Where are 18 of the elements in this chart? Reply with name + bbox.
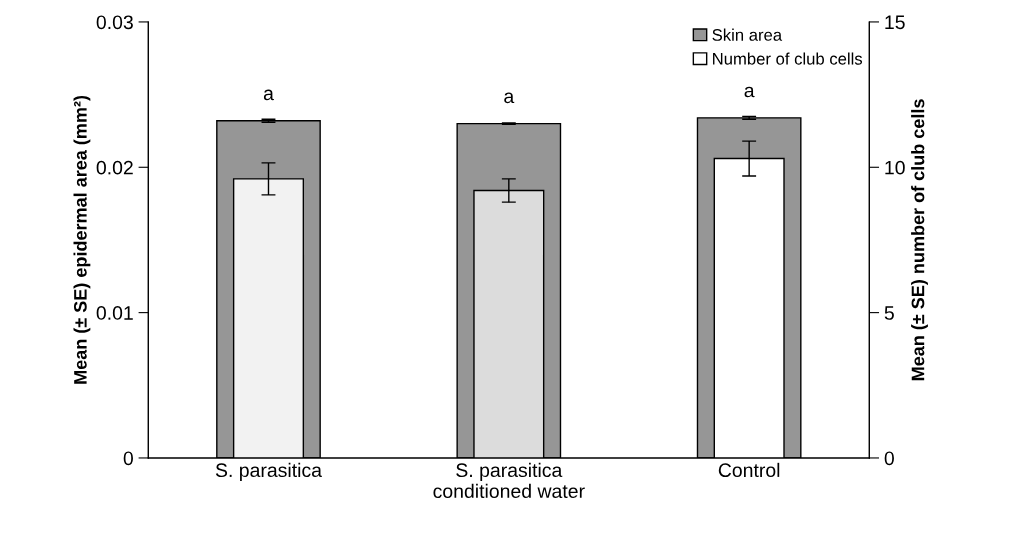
y2-tick-label: 0 xyxy=(884,451,894,466)
legend-label: Number of club cells xyxy=(713,52,863,65)
y-tick-label: 0.02 xyxy=(96,160,133,175)
y2-tick-label: 10 xyxy=(885,160,905,175)
y-tick-label: 0.01 xyxy=(96,306,133,320)
y-tick-label: 0 xyxy=(123,451,133,466)
y-tick-label: 0.03 xyxy=(96,15,133,30)
y2-axis-title: Mean (± SE) number of club cells xyxy=(911,99,928,381)
annotation: a xyxy=(744,86,755,98)
x-tick-label: Control xyxy=(718,462,780,478)
y2-tick-label: 5 xyxy=(884,306,894,320)
y2-tick-label: 15 xyxy=(885,15,905,30)
x-tick-label: S. parasitica xyxy=(215,462,322,481)
legend-label: Skin area xyxy=(712,28,783,41)
annotation: a xyxy=(504,92,515,104)
y-axis-title: Mean (± SE) epidermal area (mm²) xyxy=(73,95,91,384)
x-tick-label: S. parasitica conditioned water xyxy=(433,462,585,499)
annotation: a xyxy=(263,89,274,101)
